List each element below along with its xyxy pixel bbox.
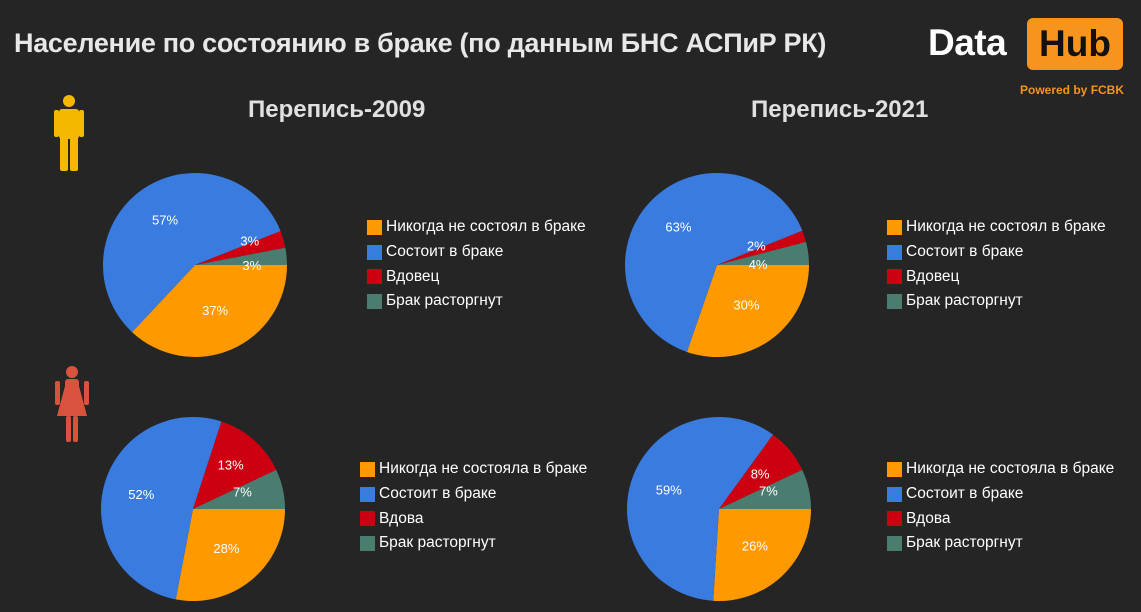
legend-item-male-0-2: Вдовец — [367, 264, 586, 289]
pie-slice-label-male-0-0: 37% — [202, 303, 228, 318]
pie-slice-female-2-0 — [175, 509, 285, 601]
pie-slice-label-female-2-1: 52% — [128, 487, 154, 502]
legend-swatch — [887, 535, 902, 551]
legend-swatch — [887, 293, 902, 309]
pie-slice-label-female-3-0: 26% — [742, 539, 768, 554]
pie-slice-label-female-2-3: 7% — [233, 484, 252, 499]
legend-item-male-1-1: Состоит в браке — [887, 240, 1106, 265]
pie-slice-male-1-1 — [625, 173, 803, 352]
pie-slice-label-male-0-1: 57% — [152, 212, 178, 227]
legend-swatch — [887, 269, 902, 285]
pie-slice-label-female-3-3: 7% — [759, 483, 778, 498]
legend-swatch — [887, 244, 902, 260]
pie-slice-male-1-3 — [717, 241, 809, 265]
legend-label: Вдова — [906, 509, 951, 527]
column-title-2021: Перепись-2021 — [751, 96, 929, 123]
legend-item-female-2-0: Никогда не состояла в браке — [360, 457, 587, 482]
legend-item-female-3-1: Состоит в браке — [887, 482, 1114, 507]
pie-chart-male-2009: 37% 57% 3% 3% — [103, 173, 287, 357]
pie-slice-female-2-3 — [193, 469, 285, 509]
pie-chart-female-2021: 26% 59% 8% 7% — [627, 417, 811, 601]
legend-label: Никогда не состояла в браке — [379, 460, 588, 478]
legend-label: Брак расторгнут — [386, 292, 503, 310]
legend-label: Брак расторгнут — [906, 534, 1023, 552]
pie-slice-female-2-1 — [101, 417, 222, 600]
legend-label: Брак расторгнут — [906, 292, 1023, 310]
legend-swatch — [367, 293, 382, 309]
pie-slice-label-male-0-2: 3% — [240, 234, 259, 249]
legend-male-2009: Никогда не состоял в браке Состоит в брак… — [367, 215, 586, 314]
pie-slice-female-3-0 — [713, 509, 811, 601]
legend-swatch — [887, 219, 902, 235]
legend-item-male-0-3: Брак расторгнут — [367, 289, 586, 314]
woman-icon — [55, 366, 89, 442]
legend-label: Никогда не состояла в браке — [906, 460, 1115, 478]
legend-label: Состоит в браке — [906, 243, 1024, 261]
legend-label: Брак расторгнут — [379, 534, 496, 552]
pie-slice-female-3-3 — [719, 469, 811, 509]
pie-slice-label-male-1-0: 30% — [733, 298, 759, 313]
pie-slice-label-male-0-3: 3% — [242, 258, 261, 273]
pie-chart-female-2009: 28% 52% 13% 7% — [101, 417, 285, 601]
pie-slice-female-3-1 — [627, 417, 774, 601]
pie-slice-label-female-2-2: 13% — [218, 458, 244, 473]
pie-slice-male-1-0 — [686, 265, 809, 357]
legend-label: Состоит в браке — [379, 485, 497, 503]
pie-chart-male-2021: 30% 63% 2% 4% — [625, 173, 809, 357]
legend-swatch — [360, 461, 375, 477]
logo-word-data: Data — [928, 22, 1007, 63]
legend-item-male-0-0: Никогда не состоял в браке — [367, 215, 586, 240]
column-title-2009: Перепись-2009 — [248, 96, 426, 123]
pie-slice-label-female-3-2: 8% — [751, 466, 770, 481]
pie-slice-label-male-1-3: 4% — [749, 257, 768, 272]
legend-item-female-2-3: Брак расторгнут — [360, 531, 587, 556]
legend-item-male-0-1: Состоит в браке — [367, 240, 586, 265]
pie-slice-label-male-1-2: 2% — [747, 239, 766, 254]
legend-female-2009: Никогда не состояла в браке Состоит в бра… — [360, 457, 587, 556]
datahub-logo: Data Hub — [928, 18, 1124, 78]
pie-slice-male-0-1 — [103, 173, 281, 333]
legend-item-female-3-2: Вдова — [887, 506, 1114, 531]
legend-swatch — [360, 535, 375, 551]
legend-label: Вдовец — [906, 267, 960, 285]
pie-slice-label-female-2-0: 28% — [213, 541, 239, 556]
legend-label: Никогда не состоял в браке — [386, 218, 586, 236]
pie-slice-label-female-3-1: 59% — [656, 482, 682, 497]
legend-item-female-3-0: Никогда не состояла в браке — [887, 457, 1114, 482]
legend-label: Вдовец — [386, 267, 440, 285]
legend-male-2021: Никогда не состоял в браке Состоит в брак… — [887, 215, 1106, 314]
legend-label: Состоит в браке — [906, 485, 1024, 503]
pie-slice-male-0-0 — [132, 265, 287, 357]
pie-slice-male-1-2 — [717, 230, 807, 265]
legend-label: Вдова — [379, 509, 424, 527]
legend-item-female-2-2: Вдова — [360, 506, 587, 531]
legend-label: Состоит в браке — [386, 243, 504, 261]
legend-item-female-2-1: Состоит в браке — [360, 482, 587, 507]
legend-label: Никогда не состоял в браке — [906, 218, 1106, 236]
page-title: Население по состоянию в браке (по данны… — [14, 28, 827, 58]
legend-swatch — [887, 486, 902, 502]
powered-by-label: Powered by FCBK — [1020, 83, 1125, 97]
legend-swatch — [360, 511, 375, 527]
pie-slice-male-0-2 — [195, 231, 286, 265]
legend-swatch — [367, 244, 382, 260]
legend-item-male-1-0: Никогда не состоял в браке — [887, 215, 1106, 240]
pie-slice-female-3-2 — [719, 434, 803, 509]
legend-swatch — [367, 269, 382, 285]
legend-swatch — [367, 219, 382, 235]
legend-item-male-1-3: Брак расторгнут — [887, 289, 1106, 314]
pie-slice-label-male-1-1: 63% — [665, 220, 691, 235]
legend-swatch — [887, 461, 902, 477]
legend-item-female-3-3: Брак расторгнут — [887, 531, 1114, 556]
legend-swatch — [360, 486, 375, 502]
pie-slice-female-2-2 — [193, 421, 277, 509]
pie-slice-male-0-3 — [195, 247, 287, 265]
legend-swatch — [887, 511, 902, 527]
legend-item-male-1-2: Вдовец — [887, 264, 1106, 289]
logo-word-hub: Hub — [1027, 18, 1123, 70]
legend-female-2021: Никогда не состояла в браке Состоит в бра… — [887, 457, 1114, 556]
man-icon — [54, 95, 84, 171]
